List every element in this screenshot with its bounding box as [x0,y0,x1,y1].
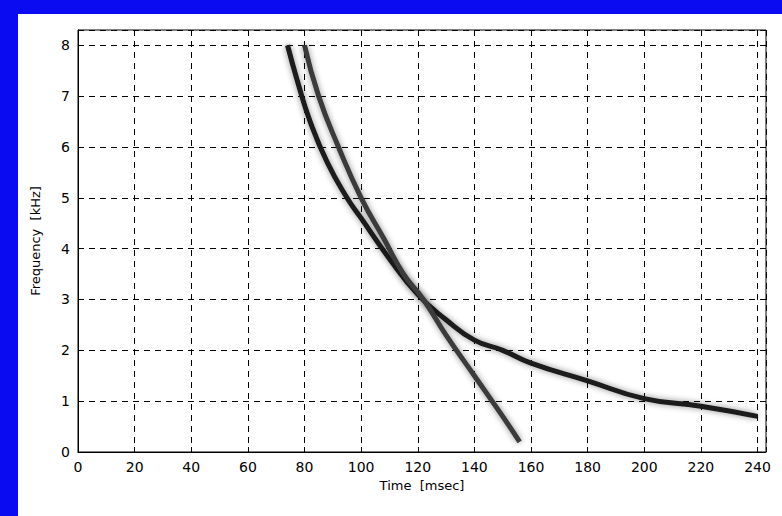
svg-text:20: 20 [126,459,144,475]
svg-text:1: 1 [61,393,70,409]
svg-text:3: 3 [61,291,70,307]
svg-text:Time [msec]: Time [msec] [379,478,465,493]
svg-text:8: 8 [61,37,70,53]
svg-text:160: 160 [518,459,545,475]
svg-text:0: 0 [61,444,70,460]
svg-text:7: 7 [61,88,70,104]
svg-text:Frequency [kHz]: Frequency [kHz] [28,186,43,296]
svg-text:0: 0 [74,459,83,475]
svg-text:40: 40 [182,459,200,475]
svg-text:120: 120 [404,459,431,475]
svg-text:220: 220 [688,459,715,475]
svg-text:140: 140 [461,459,488,475]
svg-text:80: 80 [296,459,314,475]
svg-text:6: 6 [61,139,70,155]
svg-text:100: 100 [348,459,375,475]
svg-text:180: 180 [574,459,601,475]
svg-text:200: 200 [631,459,658,475]
svg-text:2: 2 [61,342,70,358]
svg-text:60: 60 [239,459,257,475]
svg-text:4: 4 [61,241,70,257]
svg-text:5: 5 [61,190,70,206]
svg-text:240: 240 [744,459,771,475]
